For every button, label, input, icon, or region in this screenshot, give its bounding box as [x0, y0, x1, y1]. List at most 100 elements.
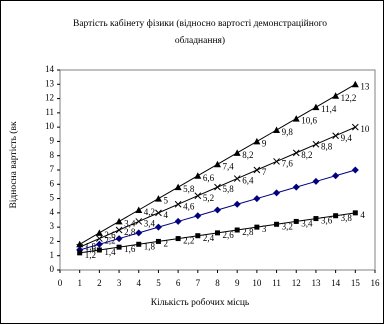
x-tick-label: 7 [196, 278, 201, 288]
data-point [273, 158, 280, 165]
data-point [234, 227, 240, 233]
data-point [313, 216, 319, 222]
data-label: 2,2 [183, 236, 194, 246]
data-point [116, 244, 122, 250]
data-label: 10,6 [301, 116, 317, 126]
data-label: 2,2 [104, 236, 115, 246]
data-point [136, 241, 142, 247]
data-point [174, 217, 182, 225]
data-point [332, 92, 340, 99]
data-label: 2,4 [203, 233, 215, 243]
data-point [273, 126, 281, 133]
y-axis-label: Відносна вартість (вк [8, 121, 19, 208]
data-label: 5 [163, 196, 168, 206]
data-label: 3,8 [341, 213, 353, 223]
data-label: 2,6 [223, 230, 235, 240]
data-point [293, 218, 299, 224]
data-point [155, 238, 161, 244]
data-label: 1,8 [144, 241, 156, 251]
y-tick-label: 12 [45, 93, 54, 103]
data-label: 7,4 [223, 161, 235, 171]
x-tick-label: 1 [77, 278, 82, 288]
data-point [214, 206, 221, 214]
x-tick-label: 5 [156, 278, 161, 288]
data-point [351, 166, 359, 174]
data-label: 6,6 [203, 173, 215, 183]
data-point [115, 235, 123, 243]
data-point [194, 192, 202, 200]
data-label: 3,6 [321, 216, 333, 226]
data-label: 5,2 [203, 193, 214, 203]
data-point [96, 247, 102, 253]
data-point [154, 223, 162, 231]
x-tick-label: 2 [97, 278, 102, 288]
data-point [233, 175, 241, 182]
x-tick-label: 11 [272, 278, 281, 288]
x-tick-label: 16 [371, 278, 381, 288]
y-tick-label: 10 [45, 121, 55, 131]
y-tick-label: 1 [50, 250, 55, 260]
chart-subtitle: обладнання) [175, 35, 225, 46]
data-label: 1,2 [85, 250, 96, 260]
data-point [332, 132, 339, 140]
data-label: 2,8 [124, 227, 136, 237]
data-point [292, 149, 300, 157]
x-tick-label: 8 [215, 278, 220, 288]
data-point [215, 230, 220, 236]
data-point [351, 123, 359, 131]
y-tick-label: 13 [45, 78, 55, 88]
data-point [115, 217, 123, 225]
data-point [175, 236, 181, 242]
x-tick-label: 14 [331, 278, 341, 288]
y-tick-label: 3 [50, 221, 55, 231]
data-label: 3 [262, 224, 267, 234]
x-axis-label: Кількість робочих місць [151, 297, 250, 308]
data-point [253, 166, 261, 174]
y-tick-label: 6 [50, 178, 55, 188]
data-label: 8,2 [301, 150, 312, 160]
data-label: 10 [360, 124, 370, 134]
y-tick-label: 11 [45, 107, 54, 117]
data-point [254, 224, 260, 230]
chart-title: Вартість кабінету фізики (відносно варто… [73, 18, 327, 29]
data-label: 2,8 [242, 227, 254, 237]
data-point [135, 206, 143, 213]
y-tick-label: 4 [50, 207, 55, 217]
data-point [253, 195, 261, 203]
data-point [154, 195, 162, 202]
data-label: 6,4 [242, 176, 254, 186]
x-tick-label: 3 [117, 278, 122, 288]
data-label: 4,6 [183, 201, 195, 211]
data-label: 13 [360, 81, 370, 91]
data-point [195, 233, 201, 239]
data-point [292, 115, 300, 122]
data-label: 4 [360, 210, 365, 220]
data-point [233, 200, 241, 208]
data-label: 9 [262, 138, 267, 148]
x-tick-label: 6 [176, 278, 181, 288]
data-label: 3,4 [144, 218, 156, 228]
data-label: 2,6 [104, 230, 116, 240]
data-point [214, 183, 221, 191]
data-point [333, 213, 339, 219]
data-label: 3,2 [282, 221, 293, 231]
data-point [352, 210, 358, 216]
data-label: 11,4 [321, 104, 337, 114]
data-point [312, 140, 320, 148]
data-label: 2 [163, 238, 168, 248]
data-label: 8,8 [321, 141, 333, 151]
data-point [274, 221, 280, 227]
x-tick-label: 12 [292, 278, 301, 288]
data-label: 7,6 [282, 158, 294, 168]
data-point [174, 183, 182, 191]
x-tick-label: 15 [351, 278, 361, 288]
data-point [194, 172, 202, 179]
data-point [253, 137, 261, 145]
data-point [135, 218, 143, 225]
data-point [312, 177, 320, 185]
y-tick-label: 9 [50, 135, 55, 145]
data-point [233, 149, 241, 156]
data-label: 9,8 [282, 127, 294, 137]
